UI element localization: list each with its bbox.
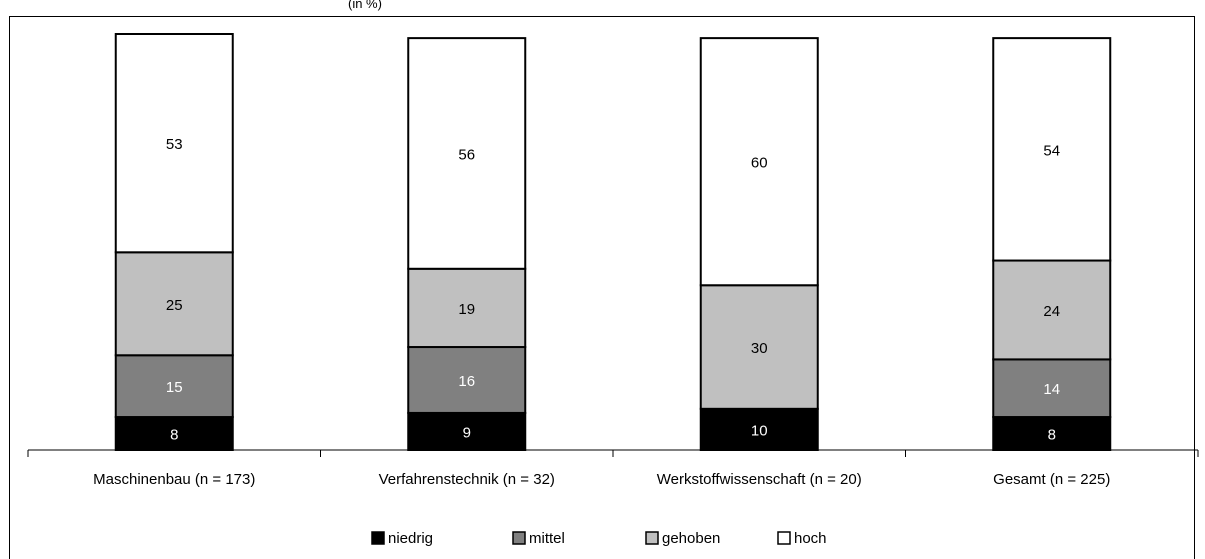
data-label-niedrig-2: 9 <box>463 424 471 441</box>
data-label-mittel-1: 15 <box>166 379 183 396</box>
chart-frame <box>9 16 1195 559</box>
bar-segment-mittel-4 <box>992 358 1112 419</box>
legend-label-gehoben: gehoben <box>662 530 720 547</box>
bar-segment-gehoben-4 <box>992 259 1112 361</box>
data-label-gehoben-3: 30 <box>751 340 768 357</box>
data-label-niedrig-3: 10 <box>751 422 768 439</box>
category-label-4: Gesamt (n = 225) <box>993 471 1110 488</box>
category-label-3: Werkstoffwissenschaft (n = 20) <box>657 471 862 488</box>
chart-title-fragment: (in %) <box>348 0 382 11</box>
data-label-gehoben-1: 25 <box>166 297 183 314</box>
legend-swatch-hoch <box>777 531 791 545</box>
bar-segment-hoch-2 <box>407 37 527 270</box>
legend-swatch-mittel <box>512 531 526 545</box>
category-label-2: Verfahrenstechnik (n = 32) <box>379 471 555 488</box>
bar-segment-mittel-1 <box>114 354 234 419</box>
data-label-hoch-4: 54 <box>1043 142 1060 159</box>
bar-segment-hoch-1 <box>114 33 234 254</box>
data-label-hoch-2: 56 <box>458 146 475 163</box>
legend-label-niedrig: niedrig <box>388 530 433 547</box>
bar-segment-gehoben-3 <box>699 284 819 410</box>
data-label-hoch-1: 53 <box>166 136 183 153</box>
data-label-gehoben-4: 24 <box>1043 303 1060 320</box>
data-label-niedrig-4: 8 <box>1048 427 1056 444</box>
bar-segment-niedrig-4 <box>992 416 1112 451</box>
bar-segment-mittel-2 <box>407 346 527 414</box>
data-label-mittel-2: 16 <box>458 373 475 390</box>
category-label-1: Maschinenbau (n = 173) <box>93 471 255 488</box>
legend-swatch-niedrig <box>371 531 385 545</box>
data-label-hoch-3: 60 <box>751 155 768 172</box>
legend-swatch-gehoben <box>645 531 659 545</box>
legend-label-hoch: hoch <box>794 530 827 547</box>
bar-segment-gehoben-2 <box>407 267 527 349</box>
bar-segment-hoch-4 <box>992 37 1112 262</box>
data-label-niedrig-1: 8 <box>170 427 178 444</box>
legend-label-mittel: mittel <box>529 530 565 547</box>
bar-segment-hoch-3 <box>699 37 819 287</box>
data-label-gehoben-2: 19 <box>458 301 475 318</box>
bar-segment-niedrig-3 <box>699 407 819 452</box>
data-label-mittel-4: 14 <box>1043 381 1060 398</box>
